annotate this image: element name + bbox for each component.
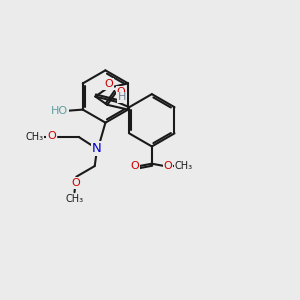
Text: O: O [164, 161, 172, 171]
Text: N: N [92, 142, 102, 155]
Text: HO: HO [51, 106, 68, 116]
Text: O: O [130, 161, 139, 171]
Text: O: O [104, 79, 113, 89]
Text: CH₃: CH₃ [65, 194, 84, 204]
Text: CH₃: CH₃ [25, 132, 44, 142]
Text: H: H [118, 92, 126, 102]
Text: CH₃: CH₃ [175, 161, 193, 171]
Text: O: O [71, 178, 80, 188]
Text: O: O [116, 87, 125, 97]
Text: O: O [47, 131, 56, 141]
